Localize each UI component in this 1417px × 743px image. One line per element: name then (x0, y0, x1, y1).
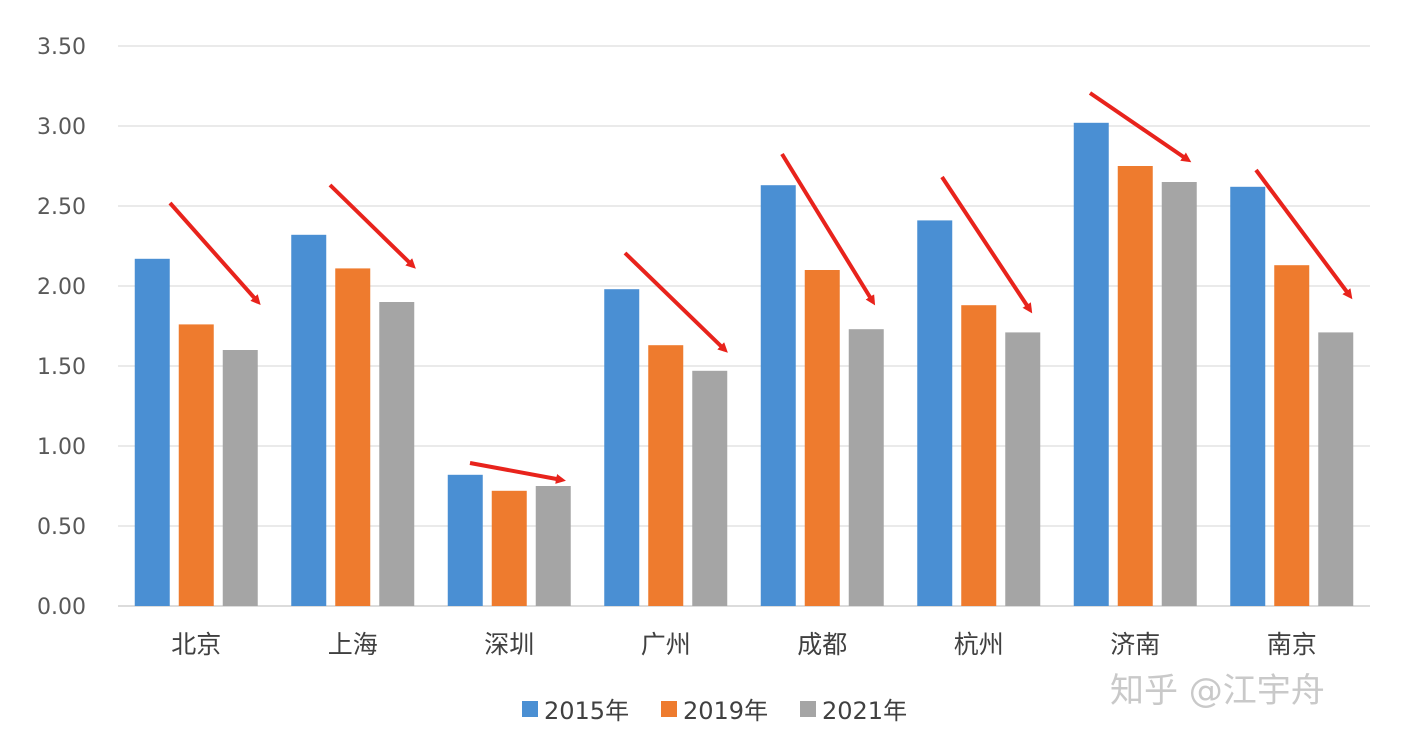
legend-swatch (661, 701, 677, 717)
legend-label: 2019年 (683, 697, 768, 725)
bars (134, 122, 1354, 607)
bar (760, 185, 796, 606)
y-tick-label: 3.00 (37, 115, 86, 140)
y-tick-label: 3.50 (37, 35, 86, 60)
legend-swatch (800, 701, 816, 717)
x-category-label: 成都 (797, 630, 847, 659)
y-tick-label: 1.50 (37, 355, 86, 380)
x-category-label: 深圳 (484, 630, 534, 659)
bar (1117, 166, 1153, 606)
y-tick-label: 1.00 (37, 435, 86, 460)
y-tick-label: 2.00 (37, 275, 86, 300)
watermark: 知乎 @江宇舟 (1110, 671, 1325, 711)
x-category-label: 南京 (1267, 630, 1317, 659)
legend-label: 2015年 (544, 697, 629, 725)
bar (291, 234, 327, 607)
trend-arrows (168, 91, 1353, 484)
bar (1073, 122, 1109, 607)
trend-arrow (1088, 91, 1192, 163)
trend-arrow (940, 175, 1033, 314)
x-category-label: 杭州 (954, 630, 1004, 659)
y-axis-ticks: 0.00 0.50 1.00 1.50 2.00 2.50 3.00 3.50 (37, 35, 86, 620)
bar (961, 305, 997, 606)
legend-swatch (522, 701, 538, 717)
gridlines (118, 45, 1370, 607)
bar (447, 474, 483, 606)
legend: 2015年 2019年 2021年 (522, 697, 907, 725)
trend-arrow (623, 251, 728, 353)
bar (1005, 332, 1041, 606)
bar (692, 370, 728, 606)
bar (134, 258, 170, 606)
bar (848, 329, 884, 606)
y-tick-label: 0.50 (37, 515, 86, 540)
x-category-label: 济南 (1110, 630, 1160, 659)
trend-arrow (469, 461, 566, 484)
bar (1274, 265, 1310, 606)
trend-arrow (780, 152, 876, 306)
bar (535, 486, 571, 606)
bar (335, 268, 371, 606)
x-category-label: 上海 (328, 630, 378, 659)
bar (648, 345, 684, 606)
bar (178, 324, 214, 606)
x-category-label: 北京 (171, 630, 221, 659)
bar (379, 302, 415, 606)
bar (491, 490, 527, 606)
trend-arrow (328, 183, 416, 269)
x-axis: 北京 上海 深圳 广州 成都 杭州 济南 南京 (171, 630, 1317, 659)
x-category-label: 广州 (641, 630, 691, 659)
trend-arrow (168, 201, 261, 305)
bar (1161, 182, 1197, 606)
y-tick-label: 0.00 (37, 595, 86, 620)
bar (1318, 332, 1354, 606)
trend-arrow (1254, 168, 1353, 300)
bar (222, 350, 258, 606)
legend-label: 2021年 (822, 697, 907, 725)
bar (917, 220, 953, 606)
y-tick-label: 2.50 (37, 195, 86, 220)
bar (604, 289, 640, 606)
bar (1230, 186, 1266, 607)
bar (804, 270, 840, 606)
